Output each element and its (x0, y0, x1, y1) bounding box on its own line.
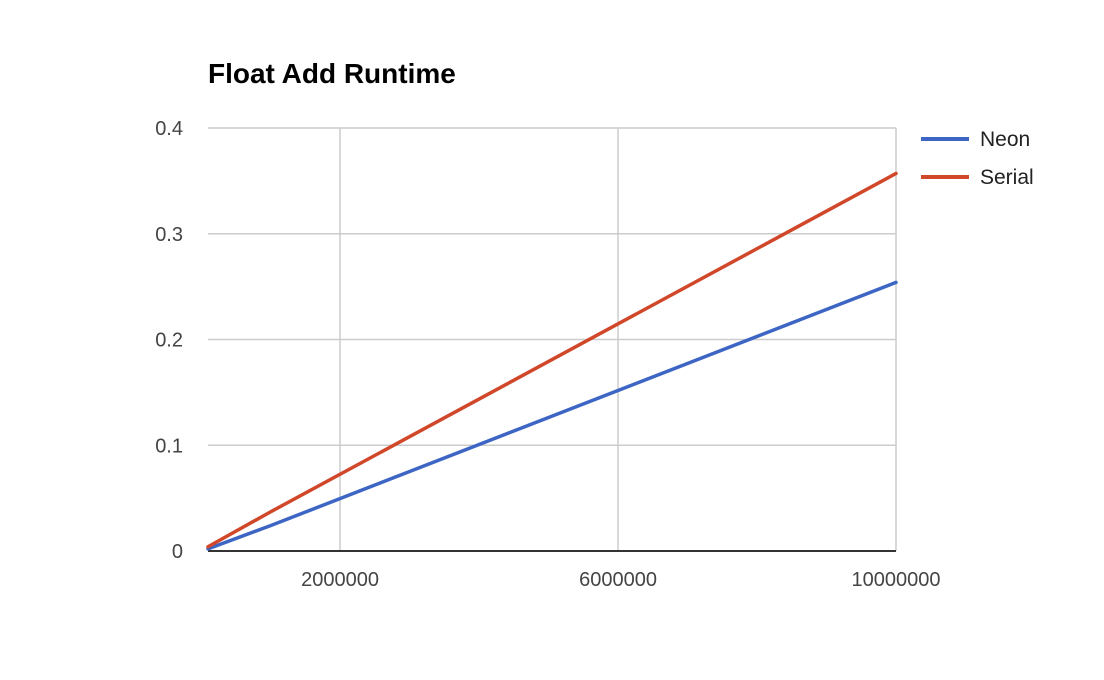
legend-label: Neon (980, 128, 1030, 151)
axes: 0 0.1 0.2 0.3 0.4 2000000 6000000 10000000 (155, 118, 940, 591)
x-tick-label: 10000000 (852, 569, 941, 591)
series-lines (206, 171, 898, 551)
y-tick-label: 0.4 (155, 118, 183, 140)
series-line-serial (206, 171, 898, 549)
x-tick-label: 2000000 (301, 569, 379, 591)
x-tick-label: 6000000 (579, 569, 657, 591)
y-tick-label: 0.2 (155, 330, 183, 352)
gridlines (208, 127, 897, 551)
legend-item-serial[interactable]: Serial (921, 166, 1034, 189)
legend-item-neon[interactable]: Neon (921, 128, 1030, 151)
y-tick-label: 0.3 (155, 224, 183, 246)
series-line-neon (206, 280, 898, 551)
legend-label: Serial (980, 166, 1034, 189)
chart-title: Float Add Runtime (208, 58, 456, 89)
legend[interactable]: Neon Serial (921, 128, 1034, 189)
y-tick-label: 0.1 (155, 435, 183, 457)
y-tick-label: 0 (172, 541, 183, 563)
